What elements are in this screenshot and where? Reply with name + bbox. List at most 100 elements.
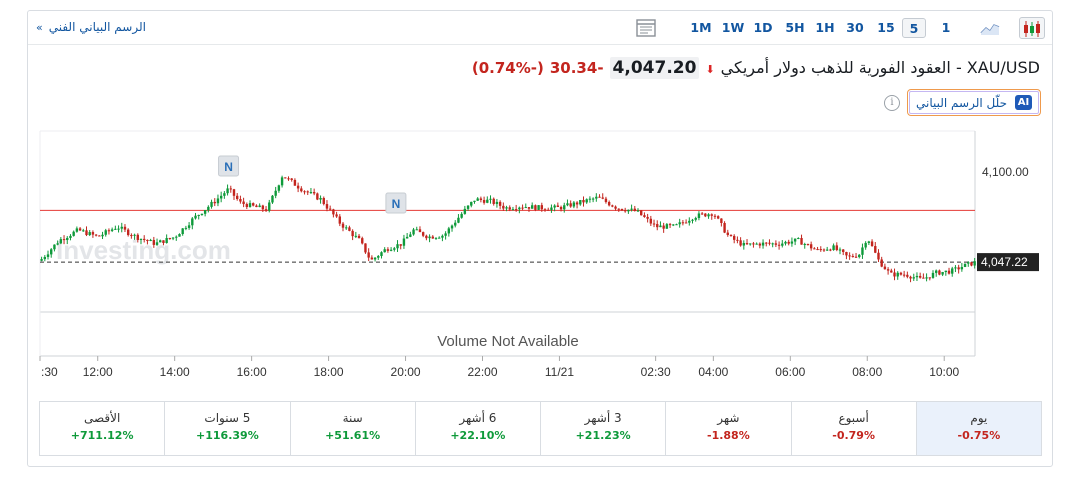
candle-body	[309, 192, 313, 194]
candle-body	[688, 220, 691, 223]
candle-body	[514, 209, 518, 211]
candle-body	[421, 232, 425, 236]
candle-body	[694, 218, 697, 220]
candle-body	[816, 249, 819, 251]
candle-body	[739, 240, 742, 246]
candle-body	[867, 241, 871, 243]
technical-chart-label: الرسم البياني الفني	[48, 20, 146, 34]
candle-body	[450, 225, 454, 229]
period-4[interactable]: 6 أشهر +22.10%	[414, 402, 540, 455]
performance-periods: يوم -0.75% أسبوع -0.79% شهر -1.88% 3 أشهر +21.2…	[39, 401, 1042, 456]
ai-analyze-chart-button[interactable]: AI حلّل الرسم البياني	[907, 89, 1041, 116]
news-marker[interactable]	[218, 155, 240, 177]
candle-body	[274, 190, 277, 196]
candle-body	[793, 238, 797, 242]
timeframe-1d[interactable]: 1D	[753, 20, 773, 35]
candle-body	[723, 222, 726, 233]
candle-body	[797, 238, 800, 240]
candle-body	[505, 207, 508, 209]
candle-body	[579, 199, 582, 205]
x-tick-label: 11/21	[545, 365, 574, 379]
timeframe-30[interactable]: 30	[846, 20, 864, 35]
candle-body	[954, 267, 957, 269]
current-price-label: 4,047.22	[981, 255, 1028, 269]
candle-body	[197, 214, 200, 216]
candle-body	[325, 204, 329, 209]
candle-body	[235, 195, 239, 200]
price-chart[interactable]: Investing.com Volume Not Available:30 12:0…	[28, 11, 1054, 391]
candle-body	[559, 206, 563, 210]
candle-body	[399, 244, 402, 246]
candle-body	[53, 244, 56, 250]
candle-body	[803, 244, 806, 246]
period-3[interactable]: 3 أشهر +21.23%	[540, 402, 665, 455]
candle-body	[239, 199, 242, 202]
candle-body	[226, 188, 229, 194]
candle-body	[91, 232, 95, 235]
candle-body	[543, 209, 547, 211]
candle-body	[434, 237, 438, 239]
candle-body	[588, 198, 592, 200]
x-tick-label: 18:00	[314, 365, 344, 379]
period-label: يوم	[970, 411, 988, 425]
candle-body	[774, 243, 778, 245]
period-label: الأقصى	[83, 411, 121, 425]
period-change: +21.23%	[575, 429, 631, 442]
candle-body	[460, 213, 463, 218]
timeframe-1w[interactable]: 1W	[721, 20, 745, 35]
candle-body	[784, 241, 787, 244]
period-5[interactable]: سنة +51.61%	[289, 402, 415, 455]
candle-body	[822, 249, 826, 251]
news-marker[interactable]	[385, 192, 407, 214]
candle-body	[665, 224, 669, 229]
layout-icon[interactable]	[635, 17, 657, 39]
candle-body	[854, 256, 858, 258]
line-chart-icon[interactable]	[979, 17, 1001, 39]
candle-body	[380, 252, 383, 257]
candle-body	[155, 242, 159, 245]
candle-body	[633, 208, 636, 211]
candle-body	[476, 198, 479, 201]
price-change: -30.34	[549, 59, 604, 77]
candle-body	[367, 252, 370, 258]
candle-body	[261, 205, 265, 210]
candle-body	[78, 228, 82, 231]
period-1[interactable]: أسبوع -0.79%	[790, 402, 916, 455]
candle-body	[938, 270, 941, 275]
period-6[interactable]: 5 سنوات +116.39%	[164, 402, 289, 455]
candle-body	[636, 210, 640, 212]
candle-body	[604, 198, 608, 203]
candle-body	[117, 228, 120, 230]
period-7[interactable]: الأقصى +711.12%	[40, 402, 164, 455]
timeframe-5[interactable]: 5	[902, 18, 926, 38]
timeframe-1[interactable]: 1	[941, 20, 951, 35]
candle-body	[418, 229, 422, 233]
candle-body	[361, 238, 364, 244]
candlestick-icon[interactable]	[1019, 17, 1045, 39]
timeframe-5h[interactable]: 5H	[785, 20, 805, 35]
period-2[interactable]: شهر -1.88%	[665, 402, 790, 455]
last-price: 4,047.20	[609, 57, 700, 79]
candle-body	[684, 222, 688, 224]
candle-body	[781, 243, 784, 246]
candle-body	[700, 213, 704, 215]
timeframe-1h[interactable]: 1H	[815, 20, 835, 35]
period-label: 6 أشهر	[459, 411, 497, 425]
news-marker-label: N	[224, 160, 233, 174]
candle-body	[383, 249, 386, 253]
candle-body	[777, 244, 781, 246]
candle-body	[768, 242, 771, 244]
timeframe-15[interactable]: 15	[877, 20, 895, 35]
timeframe-1m[interactable]: 1M	[690, 20, 712, 35]
candle-body	[373, 257, 377, 260]
candle-body	[752, 243, 755, 245]
technical-chart-link[interactable]: الرسم البياني الفني »	[36, 20, 146, 34]
x-tick-label: 12:00	[83, 365, 113, 379]
volume-not-available: Volume Not Available	[437, 333, 578, 350]
candle-body	[159, 240, 162, 243]
info-icon[interactable]: i	[884, 95, 900, 111]
candle-body	[511, 209, 515, 211]
period-0[interactable]: يوم -0.75%	[915, 402, 1041, 455]
candle-body	[809, 244, 813, 249]
candle-body	[139, 238, 143, 240]
